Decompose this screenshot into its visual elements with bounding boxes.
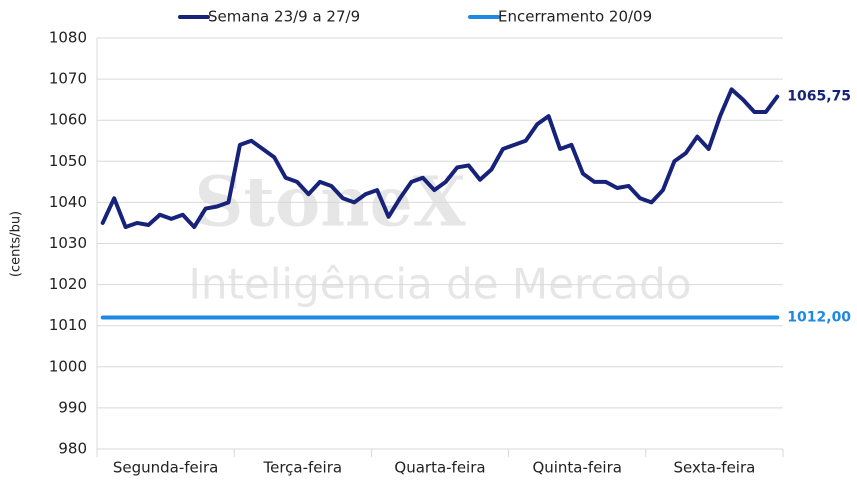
x-tick-label: Quarta-feira	[394, 459, 485, 477]
y-tick-label: 980	[58, 440, 87, 458]
y-tick-label: 1080	[49, 29, 87, 47]
x-tick-label: Sexta-feira	[673, 459, 755, 477]
y-tick-label: 1060	[49, 111, 87, 129]
y-tick-label: 1050	[49, 152, 87, 170]
y-tick-label: 1010	[49, 316, 87, 334]
y-tick-label: 1020	[49, 275, 87, 293]
legend-label: Semana 23/9 a 27/9	[208, 8, 360, 26]
watermark: Inteligência de Mercado	[188, 260, 691, 309]
y-tick-label: 1000	[49, 357, 87, 375]
y-tick-label: 1030	[49, 234, 87, 252]
y-axis-label: (cents/bu)	[9, 211, 24, 277]
x-tick-label: Segunda-feira	[113, 459, 218, 477]
legend-label: Encerramento 20/09	[498, 8, 652, 26]
x-tick-label: Quinta-feira	[532, 459, 622, 477]
y-tick-label: 1040	[49, 193, 87, 211]
data-label: 1012,00	[787, 309, 851, 325]
y-tick-label: 1070	[49, 70, 87, 88]
line	[100, 87, 780, 230]
data-label: 1065,75	[787, 89, 851, 105]
x-tick-label: Terça-feira	[263, 459, 343, 477]
y-tick-label: 990	[58, 398, 87, 416]
